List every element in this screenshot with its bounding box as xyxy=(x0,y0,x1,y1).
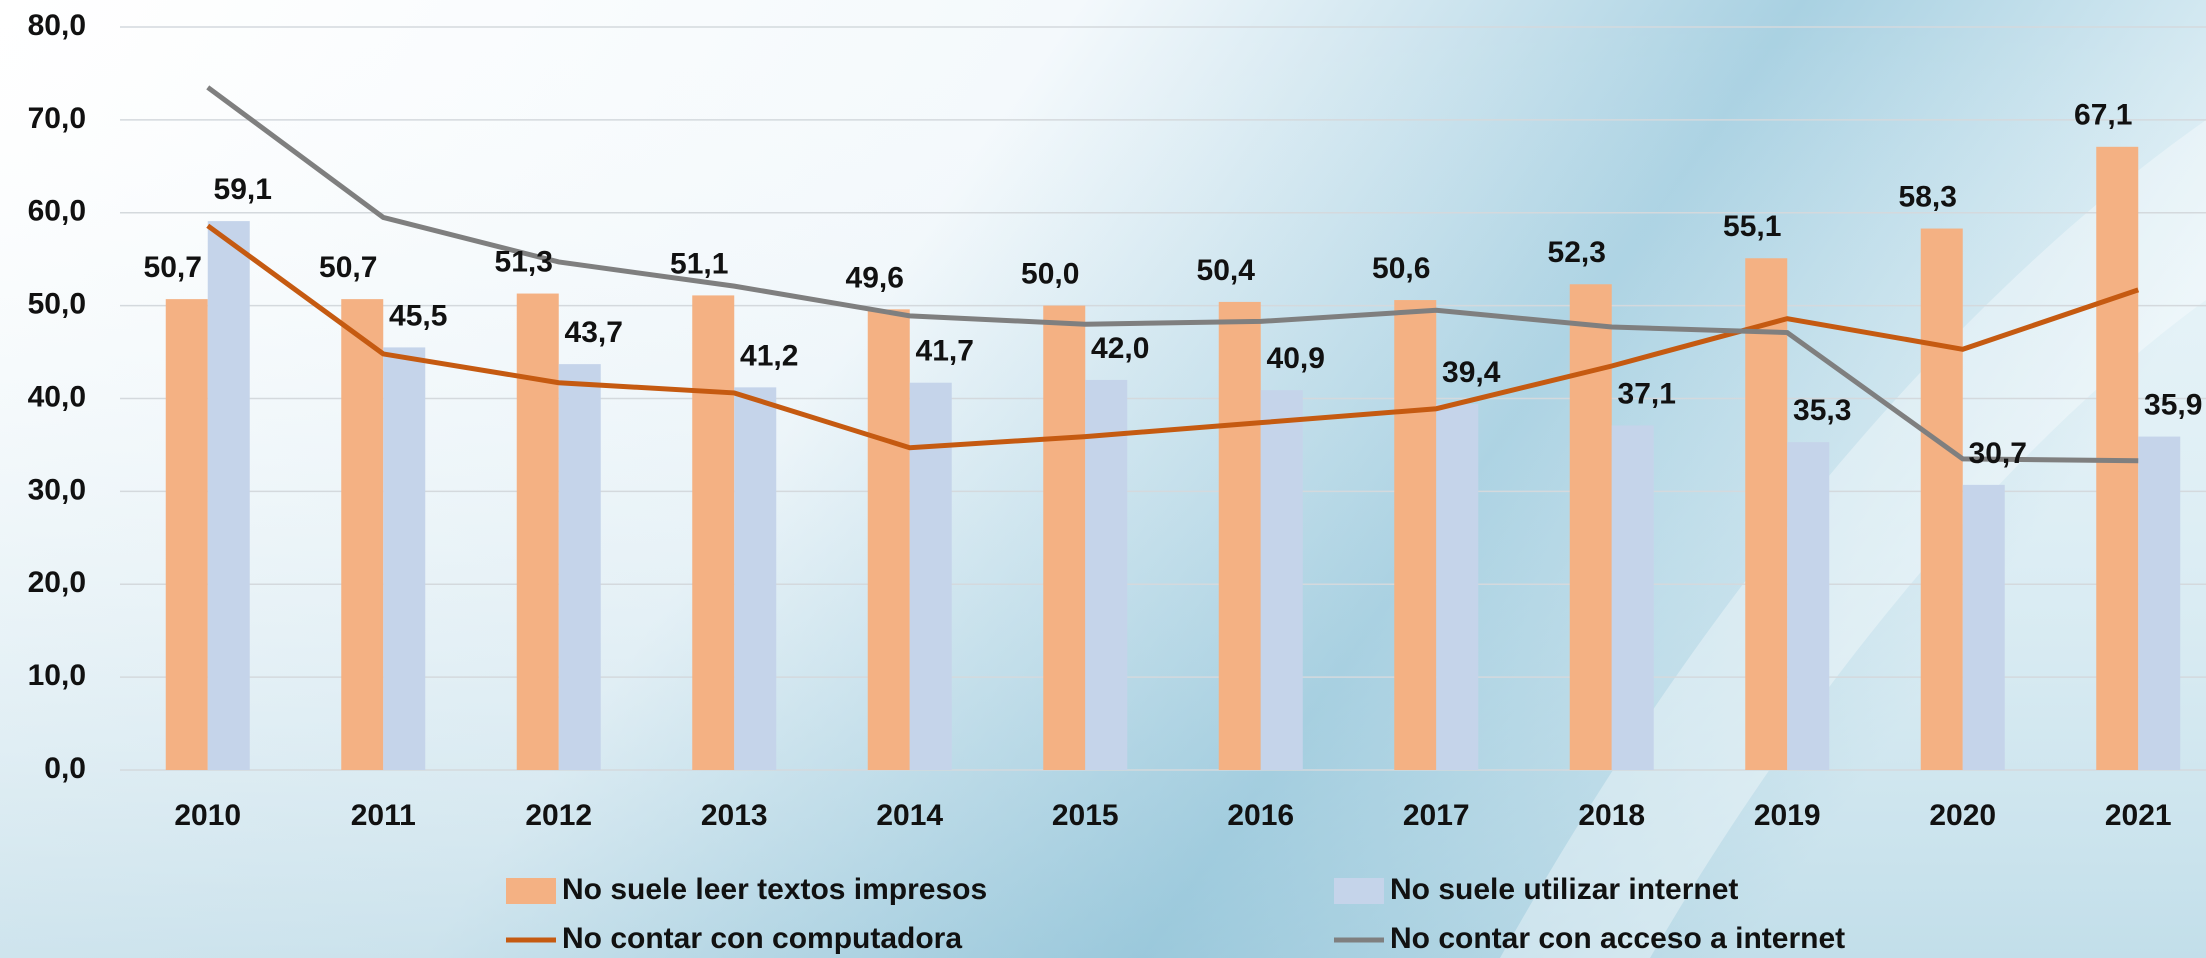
bar xyxy=(1745,258,1788,770)
bar xyxy=(909,382,952,770)
bar xyxy=(383,347,426,770)
bar xyxy=(1569,284,1612,770)
value-label: 37,1 xyxy=(1618,377,1676,410)
bar xyxy=(1436,404,1479,770)
value-label: 35,9 xyxy=(2144,389,2202,422)
x-tick-label: 2012 xyxy=(525,799,592,832)
legend-label: No suele utilizar internet xyxy=(1390,873,1738,906)
y-tick-label: 30,0 xyxy=(28,473,86,506)
value-label: 39,4 xyxy=(1442,356,1501,389)
bar xyxy=(558,364,601,770)
legend-swatch xyxy=(1334,878,1384,904)
legend-label: No contar con computadora xyxy=(562,922,962,955)
bar xyxy=(341,299,384,770)
legend-label: No contar con acceso a internet xyxy=(1390,922,1845,955)
value-label: 67,1 xyxy=(2074,99,2132,132)
value-label: 42,0 xyxy=(1091,332,1149,365)
bar xyxy=(2138,436,2181,770)
value-label: 45,5 xyxy=(389,299,447,332)
value-label: 49,6 xyxy=(846,261,904,294)
bar xyxy=(1218,301,1261,770)
y-tick-label: 60,0 xyxy=(28,195,86,228)
y-tick-label: 80,0 xyxy=(28,9,86,42)
bar xyxy=(692,295,735,770)
bar xyxy=(734,387,777,770)
y-tick-label: 70,0 xyxy=(28,102,86,135)
bar xyxy=(165,299,208,770)
x-tick-label: 2021 xyxy=(2105,799,2172,832)
y-tick-label: 10,0 xyxy=(28,659,86,692)
x-tick-label: 2013 xyxy=(701,799,768,832)
value-label: 35,3 xyxy=(1793,394,1851,427)
bar xyxy=(1260,390,1303,770)
value-label: 50,6 xyxy=(1372,252,1430,285)
value-label: 30,7 xyxy=(1969,437,2027,470)
value-label: 40,9 xyxy=(1267,342,1325,375)
value-label: 51,1 xyxy=(670,247,728,280)
value-label: 55,1 xyxy=(1723,210,1781,243)
legend-swatch xyxy=(506,878,556,904)
value-label: 50,7 xyxy=(319,251,377,284)
bar xyxy=(867,309,910,770)
bar xyxy=(1085,379,1128,770)
value-label: 50,4 xyxy=(1197,254,1256,287)
x-tick-label: 2011 xyxy=(351,799,416,832)
value-label: 41,7 xyxy=(916,335,974,368)
line xyxy=(206,223,2140,451)
line xyxy=(206,85,2139,464)
y-tick-label: 20,0 xyxy=(28,566,86,599)
value-label: 43,7 xyxy=(565,316,623,349)
bar xyxy=(1611,425,1654,770)
x-tick-label: 2016 xyxy=(1227,799,1294,832)
y-tick-label: 50,0 xyxy=(28,288,86,321)
value-label: 52,3 xyxy=(1548,236,1606,269)
x-tick-label: 2010 xyxy=(174,799,241,832)
bar xyxy=(516,293,559,770)
value-label: 51,3 xyxy=(495,245,553,278)
legend-label: No suele leer textos impresos xyxy=(562,873,987,906)
swirl xyxy=(1500,120,2206,958)
value-label: 50,0 xyxy=(1021,258,1079,291)
bar xyxy=(1394,300,1437,770)
y-tick-label: 0,0 xyxy=(44,752,86,785)
value-label: 59,1 xyxy=(214,173,272,206)
value-label: 58,3 xyxy=(1899,180,1957,213)
y-tick-label: 40,0 xyxy=(28,380,86,413)
bar xyxy=(1787,442,1830,770)
bar xyxy=(1043,305,1086,770)
value-label: 41,2 xyxy=(740,339,798,372)
bar xyxy=(207,221,250,770)
x-tick-label: 2018 xyxy=(1578,799,1645,832)
x-tick-label: 2020 xyxy=(1929,799,1996,832)
x-tick-label: 2019 xyxy=(1754,799,1821,832)
bar xyxy=(1920,228,1963,770)
value-label: 50,7 xyxy=(144,251,202,284)
x-tick-label: 2015 xyxy=(1052,799,1119,832)
x-tick-label: 2014 xyxy=(876,799,943,832)
x-tick-label: 2017 xyxy=(1403,799,1470,832)
bar xyxy=(1962,484,2005,770)
